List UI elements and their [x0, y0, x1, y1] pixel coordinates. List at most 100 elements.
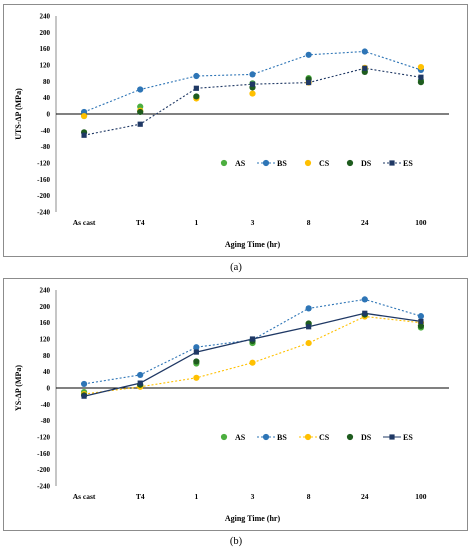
y-axis-label: UTS-ΔP (MPa)	[14, 88, 23, 140]
x-tick-label: T4	[136, 218, 145, 227]
y-tick-label: 80	[43, 352, 51, 360]
data-point-es	[137, 121, 143, 127]
y-tick-label: 40	[43, 94, 51, 102]
x-tick-label: 24	[361, 492, 369, 501]
data-point-bs	[361, 296, 368, 303]
y-axis-label: YS-ΔP (MPa)	[14, 365, 23, 411]
x-tick-label: 1	[194, 492, 198, 501]
data-point-cs	[193, 374, 200, 381]
legend-marker-bs	[262, 159, 270, 167]
legend-label-es: ES	[403, 159, 413, 168]
x-tick-label: 8	[307, 218, 311, 227]
data-point-cs	[249, 90, 256, 97]
y-tick-label: 40	[43, 368, 51, 376]
y-tick-label: 120	[40, 336, 51, 344]
legend-label-ds: DS	[361, 159, 372, 168]
data-point-bs	[249, 71, 256, 78]
legend-label-es: ES	[403, 433, 413, 442]
ys-chart: 240 200 160 120 80 40 0 -40 -80 -120 -160 -200 -240 A…	[14, 287, 449, 523]
uts-chart: 240 200 160 120 80 40 0 -40 -80 -120 -160 -200 -240 A…	[14, 13, 449, 249]
x-tick-label: As cast	[73, 218, 96, 227]
data-point-es	[249, 81, 256, 87]
data-point-bs	[361, 48, 368, 55]
data-point-bs	[80, 380, 88, 388]
x-tick-label: 3	[251, 492, 255, 501]
data-point-bs	[417, 313, 425, 320]
data-point-es	[81, 132, 87, 138]
y-tick-label: -200	[37, 192, 50, 200]
data-point-bs	[193, 72, 200, 80]
y-tick-label: 0	[47, 111, 51, 119]
data-point-es	[362, 65, 368, 71]
chart-panel-a: 240 200 160 120 80 40 0 -40 -80 -120 -160 -200 -240 A…	[3, 4, 468, 257]
y-tick-label: -240	[37, 483, 50, 491]
legend-label-bs: BS	[277, 159, 287, 168]
series-line-es	[83, 67, 421, 136]
data-point-cs	[80, 112, 88, 120]
y-tick-label: 200	[40, 303, 51, 311]
series-line-es	[83, 312, 421, 397]
data-point-ds	[193, 93, 200, 100]
legend-marker-cs	[304, 159, 312, 167]
data-point-es	[81, 393, 87, 399]
caption-b: (b)	[229, 536, 243, 547]
data-point-es	[418, 74, 424, 80]
data-point-bs	[137, 371, 144, 379]
data-point-ds	[417, 322, 425, 330]
y-tick-label: 120	[40, 62, 51, 70]
y-tick-label: 160	[40, 45, 51, 53]
data-point-es	[418, 318, 424, 325]
data-point-bs	[305, 305, 312, 312]
data-point-es	[193, 349, 199, 355]
legend-label-as: AS	[235, 159, 246, 168]
y-tick-label: -80	[41, 143, 51, 151]
legend-marker-bs	[262, 433, 270, 441]
y-tick-label: -160	[37, 450, 50, 458]
y-tick-label: 240	[40, 13, 51, 21]
legend-marker-es	[389, 160, 395, 166]
y-tick-label: 240	[40, 287, 51, 295]
y-tick-label: 160	[40, 319, 51, 327]
y-tick-label: -200	[37, 466, 50, 474]
y-tick-label: -40	[41, 127, 51, 135]
y-tick-label: 0	[47, 385, 51, 393]
y-tick-label: 80	[43, 78, 51, 86]
data-point-es	[306, 79, 312, 86]
x-axis-label: Aging Time (hr)	[225, 240, 281, 249]
x-tick-label: 3	[251, 218, 255, 227]
data-point-es	[137, 380, 143, 386]
caption-a: (a)	[230, 262, 242, 273]
x-tick-label: 8	[307, 492, 311, 501]
x-tick-label: As cast	[73, 492, 96, 501]
data-point-ds	[193, 358, 200, 365]
data-point-bs	[137, 86, 144, 93]
legend-label-as: AS	[235, 433, 246, 442]
data-point-bs	[305, 51, 312, 58]
legend-label-cs: CS	[319, 433, 330, 442]
data-point-es	[306, 324, 312, 330]
data-point-es	[193, 85, 199, 91]
legend-marker-ds	[346, 433, 354, 441]
y-tick-label: -120	[37, 160, 50, 168]
y-tick-label: -120	[37, 434, 50, 442]
legend-label-bs: BS	[277, 433, 287, 442]
y-tick-label: -80	[41, 417, 51, 425]
legend-marker-as	[220, 433, 228, 441]
data-point-ds	[137, 108, 144, 116]
data-point-bs	[193, 344, 200, 351]
x-axis-label: Aging Time (hr)	[225, 514, 281, 523]
x-tick-label: 1	[194, 218, 198, 227]
legend-marker-cs	[304, 433, 312, 441]
data-point-ds	[417, 79, 425, 86]
x-tick-label: 24	[361, 218, 369, 227]
legend-marker-es	[389, 434, 395, 440]
series-line-cs	[84, 315, 421, 395]
legend-marker-as	[220, 159, 228, 167]
y-tick-label: -240	[37, 209, 50, 217]
y-tick-label: 200	[40, 29, 51, 37]
data-point-cs	[249, 359, 256, 366]
x-tick-label: T4	[136, 492, 145, 501]
data-point-es	[249, 336, 256, 342]
x-tick-label: 100	[415, 218, 427, 227]
y-tick-label: -40	[41, 401, 51, 409]
